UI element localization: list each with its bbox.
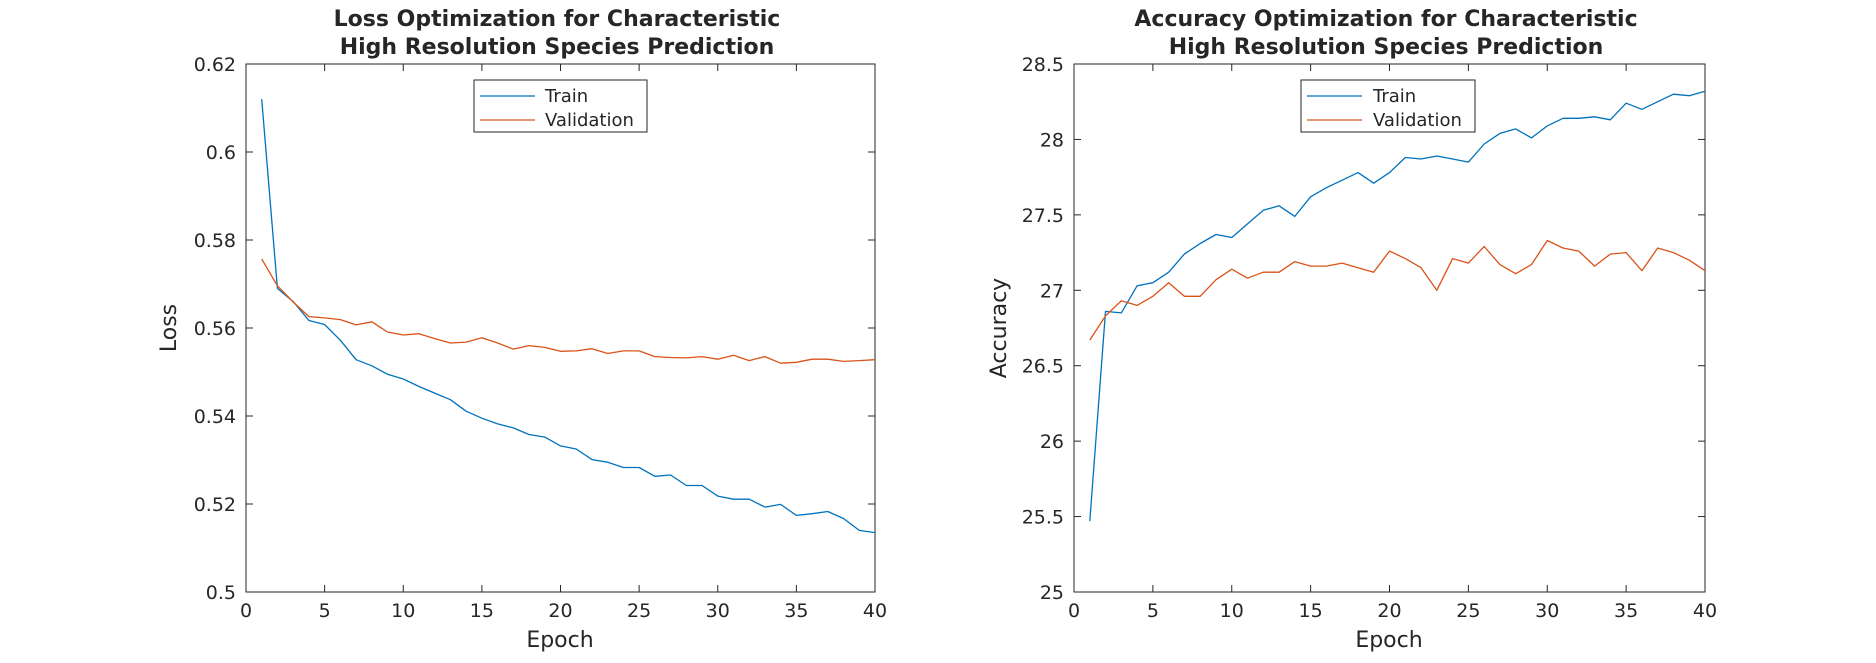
accuracy-x-tick-label: 10 [1220, 600, 1244, 622]
loss-y-axis-label: Loss [157, 304, 182, 352]
accuracy-y-tick-label: 28.5 [1022, 54, 1064, 76]
loss-y-tick-label: 0.6 [206, 142, 236, 164]
loss-series-lines [261, 99, 876, 534]
accuracy-x-tick-label: 35 [1614, 600, 1638, 622]
accuracy-x-tick-label: 25 [1456, 600, 1480, 622]
loss-validation-line [261, 258, 876, 364]
loss-y-tick-label: 0.62 [194, 54, 236, 76]
loss-axis-ticks: 0 5 10 15 20 25 30 35 40 0.5 0.52 0.54 0.56 0.58 0.6 0.… [194, 54, 887, 622]
accuracy-series-lines [1089, 90, 1706, 522]
accuracy-plot-area [1073, 63, 1706, 593]
loss-chart: Loss Optimization for Characteristic Hig… [157, 7, 887, 653]
accuracy-x-tick-label: 20 [1377, 600, 1401, 622]
loss-x-tick-label: 25 [627, 600, 651, 622]
loss-y-tick-label: 0.54 [194, 406, 236, 428]
loss-x-tick-label: 20 [548, 600, 572, 622]
accuracy-x-tick-label: 40 [1693, 600, 1717, 622]
loss-y-tick-label: 0.56 [194, 318, 236, 340]
accuracy-y-tick-label: 27 [1040, 280, 1064, 302]
loss-y-tick-label: 0.52 [194, 494, 236, 516]
loss-x-tick-label: 0 [240, 600, 252, 622]
loss-chart-title-line-2: High Resolution Species Prediction [340, 35, 775, 60]
accuracy-x-axis-label: Epoch [1355, 628, 1422, 653]
accuracy-x-tick-label: 5 [1147, 600, 1159, 622]
accuracy-legend: Train Validation [1300, 79, 1476, 133]
accuracy-y-tick-label: 25 [1040, 582, 1064, 604]
loss-legend-box [473, 79, 648, 133]
loss-plot-area [245, 63, 876, 593]
accuracy-axis-ticks: 0 5 10 15 20 25 30 35 40 25 25.5 26 26.5 27 27.5 28 28.5 [1022, 54, 1717, 622]
loss-x-tick-label: 35 [784, 600, 808, 622]
accuracy-legend-box [1300, 79, 1476, 133]
loss-x-tick-label: 5 [319, 600, 331, 622]
loss-legend: Train Validation [473, 79, 648, 133]
loss-train-line [261, 99, 876, 534]
loss-y-tick-label: 0.58 [194, 230, 236, 252]
accuracy-chart-title-line-2: High Resolution Species Prediction [1169, 35, 1604, 60]
loss-legend-train-label: Train [544, 86, 588, 107]
loss-x-tick-label: 15 [470, 600, 494, 622]
accuracy-chart-title-line-1: Accuracy Optimization for Characteristic [1134, 7, 1637, 32]
loss-legend-validation-label: Validation [545, 110, 634, 131]
loss-x-tick-label: 40 [863, 600, 887, 622]
loss-chart-title-line-1: Loss Optimization for Characteristic [334, 7, 781, 32]
accuracy-chart: Accuracy Optimization for Characteristic… [987, 7, 1717, 653]
accuracy-x-tick-label: 15 [1299, 600, 1323, 622]
accuracy-legend-validation-label: Validation [1373, 110, 1462, 131]
accuracy-y-axis-label: Accuracy [987, 278, 1012, 378]
loss-x-tick-label: 30 [706, 600, 730, 622]
accuracy-legend-train-label: Train [1372, 86, 1416, 107]
accuracy-x-tick-label: 0 [1068, 600, 1080, 622]
accuracy-y-tick-label: 25.5 [1022, 507, 1064, 529]
accuracy-y-tick-label: 27.5 [1022, 205, 1064, 227]
accuracy-y-tick-label: 26.5 [1022, 356, 1064, 378]
accuracy-validation-line [1089, 239, 1706, 341]
accuracy-train-line [1089, 90, 1706, 522]
accuracy-y-tick-label: 26 [1040, 431, 1064, 453]
loss-x-axis-label: Epoch [526, 628, 593, 653]
accuracy-x-tick-label: 30 [1535, 600, 1559, 622]
loss-x-tick-label: 10 [391, 600, 415, 622]
loss-y-tick-label: 0.5 [206, 582, 236, 604]
accuracy-y-tick-label: 28 [1040, 129, 1064, 151]
